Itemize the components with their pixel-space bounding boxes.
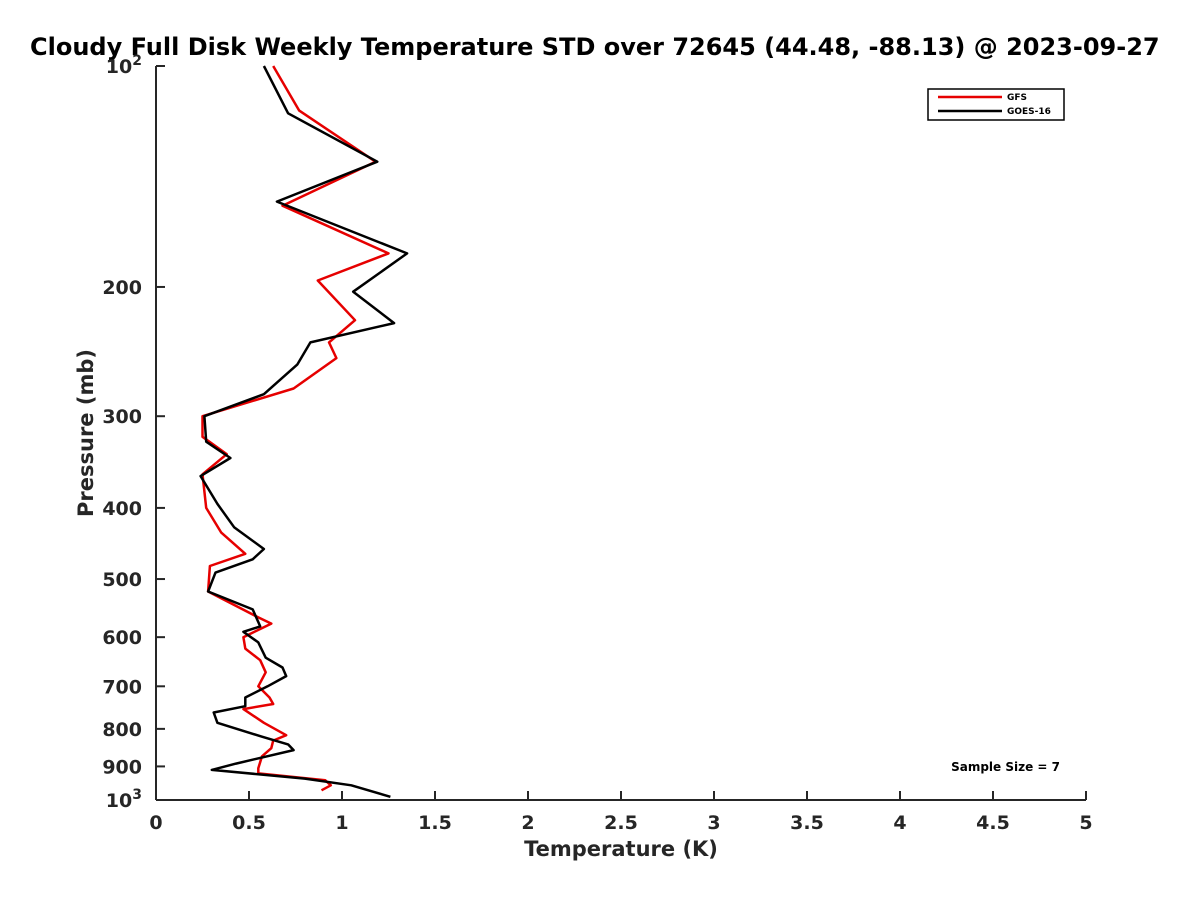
y-tick-label: 400 bbox=[102, 498, 142, 520]
y-tick-label: 200 bbox=[102, 277, 142, 299]
x-tick-label: 5 bbox=[1079, 812, 1092, 834]
y-tick-label: 900 bbox=[102, 756, 142, 778]
x-tick-label: 4 bbox=[893, 812, 906, 834]
legend-label-goes16: GOES-16 bbox=[1007, 107, 1051, 117]
series-line-goes16 bbox=[199, 65, 409, 798]
series-line-gfs bbox=[201, 65, 390, 792]
y-tick-label-base: 10 bbox=[106, 56, 132, 78]
x-tick-label: 3 bbox=[707, 812, 720, 834]
x-tick-label: 3.5 bbox=[790, 812, 824, 834]
x-tick-label: 2 bbox=[521, 812, 534, 834]
y-axis-label: Pressure (mb) bbox=[74, 349, 98, 517]
y-tick-label: 300 bbox=[102, 406, 142, 428]
series-layer bbox=[199, 65, 409, 798]
y-tick-label: 500 bbox=[102, 569, 142, 591]
y-tick-label: 700 bbox=[102, 676, 142, 698]
y-tick-label: 800 bbox=[102, 719, 142, 741]
x-axis-label: Temperature (K) bbox=[524, 837, 718, 861]
y-tick-label: 600 bbox=[102, 627, 142, 649]
x-tick-label: 0 bbox=[149, 812, 162, 834]
y-tick-label-power: 102 bbox=[106, 53, 142, 78]
legend-box bbox=[927, 88, 1065, 121]
y-tick-label-power: 103 bbox=[106, 787, 142, 812]
x-tick-label: 0.5 bbox=[232, 812, 266, 834]
y-tick-label-exponent: 2 bbox=[132, 53, 142, 69]
sample-size-annotation: Sample Size = 7 bbox=[951, 760, 1060, 774]
x-tick-label: 2.5 bbox=[604, 812, 638, 834]
x-tick-label: 1 bbox=[335, 812, 348, 834]
y-tick-label-exponent: 3 bbox=[132, 787, 142, 803]
x-tick-label: 4.5 bbox=[976, 812, 1010, 834]
x-tick-label: 1.5 bbox=[418, 812, 452, 834]
legend-label-gfs: GFS bbox=[1007, 93, 1027, 103]
chart-title: Cloudy Full Disk Weekly Temperature STD … bbox=[30, 33, 1160, 61]
y-tick-label-base: 10 bbox=[106, 790, 132, 812]
legend: GFS GOES-16 bbox=[927, 88, 1065, 121]
x-ticks: 0 0.5 1 1.5 2 2.5 3 3.5 4 4.5 5 bbox=[149, 791, 1093, 834]
